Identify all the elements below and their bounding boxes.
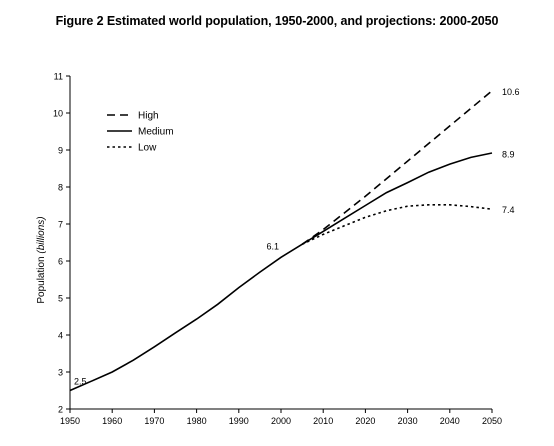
y-tick-label: 5	[58, 294, 63, 304]
legend-label-high: High	[138, 111, 159, 122]
x-tick-label: 1950	[60, 416, 80, 426]
data-label: 6.1	[266, 241, 279, 251]
x-tick-label: 1980	[187, 416, 207, 426]
y-tick-label: 2	[58, 405, 63, 415]
x-tick-label: 1970	[144, 416, 164, 426]
series-line-high	[301, 90, 493, 245]
data-label: 8.9	[502, 150, 515, 160]
series-line-low	[301, 204, 493, 246]
y-tick-label: 10	[53, 109, 63, 119]
historical-line	[69, 243, 303, 392]
y-tick-label: 9	[58, 146, 63, 156]
y-tick-label: 4	[58, 331, 63, 341]
data-label: 2.5	[74, 377, 87, 387]
figure-title: Figure 2 Estimated world population, 195…	[55, 14, 499, 28]
data-label: 7.4	[502, 205, 515, 215]
x-tick-label: 1960	[102, 416, 122, 426]
x-tick-label: 2020	[355, 416, 375, 426]
y-tick-label: 3	[58, 368, 63, 378]
x-tick-label: 2030	[398, 416, 418, 426]
x-tick-label: 2010	[313, 416, 333, 426]
x-tick-label: 2050	[482, 416, 502, 426]
data-label: 10.6	[502, 87, 520, 97]
legend-label-medium: Medium	[138, 127, 174, 138]
y-tick-label: 11	[54, 72, 63, 82]
x-tick-label: 2040	[440, 416, 460, 426]
y-axis-label: Population (billions)	[36, 216, 47, 303]
legend-label-low: Low	[138, 143, 157, 154]
y-tick-label: 6	[58, 257, 63, 267]
y-tick-label: 8	[58, 183, 63, 193]
chart-legend: High Medium Low	[107, 111, 174, 154]
data-labels: 2.5 6.1 10.6 8.9 7.4	[74, 87, 520, 387]
x-tick-label: 1990	[229, 416, 249, 426]
chart-axes: 2 3 4 5 6 7 8 9 10 11 1950 1960 1970 1980 1990 2000 2010…	[53, 72, 502, 427]
chart-lines	[69, 90, 493, 392]
y-tick-label: 7	[58, 220, 63, 230]
series-line-medium	[301, 152, 493, 245]
x-tick-label: 2000	[271, 416, 291, 426]
